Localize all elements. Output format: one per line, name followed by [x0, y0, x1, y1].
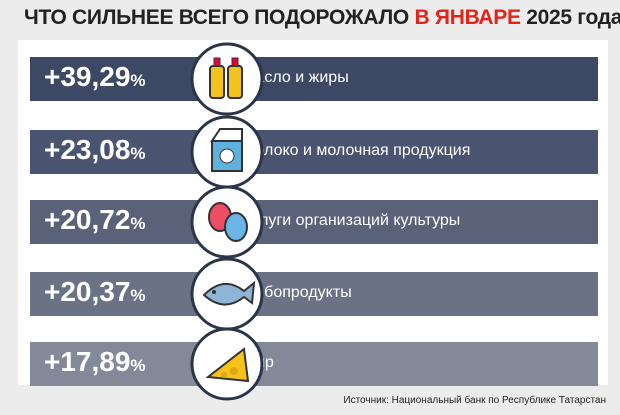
icon: [190, 115, 264, 189]
value: +39,29%: [44, 61, 146, 93]
label: Молоко и молочная продукция: [242, 142, 471, 159]
icon-graphic: [190, 327, 264, 401]
source: Источник: Национальный банк по Республик…: [343, 395, 606, 406]
value-unit: %: [130, 286, 146, 305]
title-part: 2025 года: [520, 6, 620, 29]
value: +23,08%: [44, 134, 146, 166]
icon: [190, 42, 264, 116]
value: +20,72%: [44, 204, 146, 236]
row: +20,37% Рыбопродукты: [30, 257, 598, 331]
value: +17,89%: [44, 346, 146, 378]
title-part: ЧТО СИЛЬНЕЕ ВСЕГО ПОДОРОЖАЛО: [24, 6, 415, 29]
row: +17,89%Сыр: [30, 327, 598, 401]
value-unit: %: [130, 214, 146, 233]
row: +39,29% Масло и жиры: [30, 42, 598, 116]
value-number: +20,72: [44, 204, 131, 235]
value-unit: %: [130, 71, 146, 90]
title-highlight: В ЯНВАРЕ: [414, 6, 521, 29]
icon: [190, 185, 264, 259]
icon-graphic: [190, 257, 264, 331]
value-number: +39,29: [44, 61, 131, 92]
value-unit: %: [130, 144, 146, 163]
icon-graphic: [190, 42, 264, 116]
value-unit: %: [130, 356, 146, 375]
value: +20,37%: [44, 276, 146, 308]
label: Масло и жиры: [242, 69, 349, 86]
value-number: +20,37: [44, 276, 131, 307]
label: Услуги организаций культуры: [242, 212, 461, 229]
icon-graphic: [190, 115, 264, 189]
title: ЧТО СИЛЬНЕЕ ВСЕГО ПОДОРОЖАЛО В ЯНВАРЕ 20…: [24, 6, 620, 30]
icon: [190, 257, 264, 331]
value-number: +17,89: [44, 346, 131, 377]
value-number: +23,08: [44, 134, 131, 165]
row: +23,08% Молоко и молочная продукция: [30, 115, 598, 189]
icon: [190, 327, 264, 401]
icon-graphic: [190, 185, 264, 259]
row: +20,72% Услуги организаций культуры: [30, 185, 598, 259]
label: Рыбопродукты: [242, 284, 352, 301]
